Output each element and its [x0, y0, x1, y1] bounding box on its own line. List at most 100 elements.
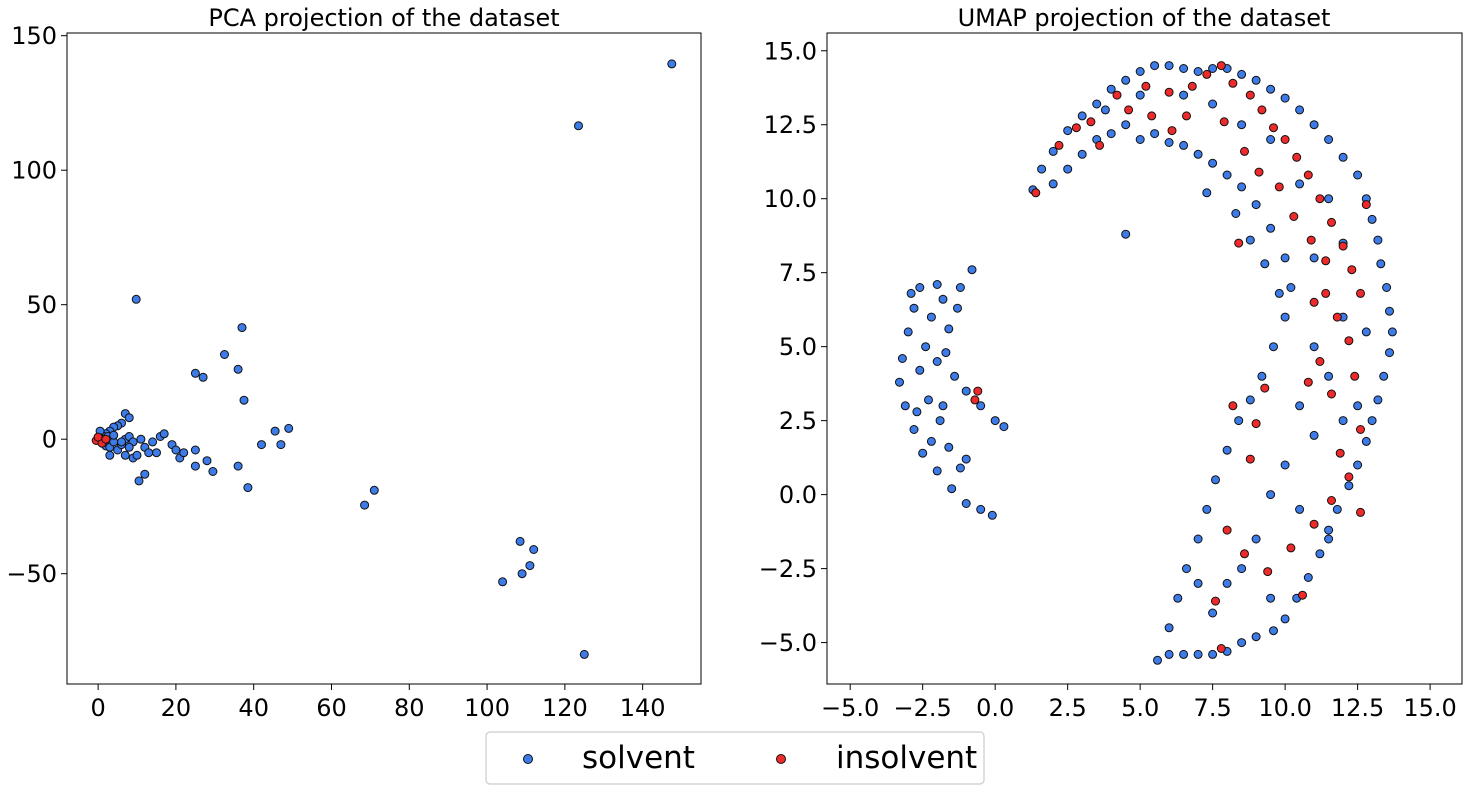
umap-point-insolvent-32 — [1335, 448, 1345, 458]
umap-point-insolvent-11 — [1245, 90, 1255, 100]
umap-point-solvent-138 — [1208, 608, 1218, 618]
umap-point-solvent-64 — [1373, 235, 1383, 245]
umap-point-solvent-110 — [1193, 149, 1203, 159]
umap-point-solvent-6 — [897, 354, 907, 363]
umap-point-solvent-39 — [1037, 164, 1047, 174]
umap-point-solvent-70 — [1379, 371, 1389, 381]
umap-point-solvent-154 — [1121, 229, 1131, 239]
umap-point-insolvent-14 — [1280, 135, 1290, 144]
legend-label-solvent: solvent — [582, 740, 695, 776]
umap-point-solvent-76 — [1332, 504, 1342, 514]
umap-point-solvent-101 — [1269, 342, 1278, 352]
umap-point-solvent-105 — [1266, 223, 1276, 233]
umap-point-insolvent-45 — [1216, 644, 1226, 653]
umap-point-insolvent-19 — [1338, 241, 1348, 251]
umap-y-axis: −5.0 −2.5 0.0 2.5 5.0 7.5 10.0 12.5 15.0 — [759, 37, 827, 657]
umap-point-solvent-87 — [1193, 649, 1203, 659]
umap-point-solvent-137 — [1266, 593, 1276, 603]
pca-point-solvent-17 — [360, 500, 370, 510]
umap-point-insolvent-34 — [1327, 496, 1336, 505]
pca-xtick-label-0: 0 — [90, 694, 105, 722]
umap-point-solvent-65 — [1376, 259, 1386, 269]
umap-point-insolvent-5 — [1141, 81, 1151, 91]
umap-point-solvent-24 — [926, 312, 936, 322]
pca-point-solvent-12 — [276, 440, 286, 450]
pca-point-solvent-11 — [257, 440, 266, 450]
pca-xtick-label-6: 120 — [542, 694, 588, 722]
umap-point-solvent-50 — [1193, 67, 1203, 76]
umap-point-insolvent-40 — [1245, 454, 1255, 464]
umap-point-solvent-57 — [1295, 105, 1305, 115]
umap-point-solvent-40 — [1048, 146, 1058, 156]
umap-point-solvent-84 — [1237, 638, 1247, 648]
umap-point-solvent-35 — [961, 454, 971, 464]
umap-point-insolvent-26 — [1344, 336, 1354, 346]
pca-point-solvent-20 — [525, 561, 535, 571]
umap-point-solvent-34 — [912, 407, 922, 417]
umap-point-solvent-104 — [1280, 253, 1290, 263]
umap-point-solvent-0 — [967, 265, 977, 275]
umap-point-insolvent-53 — [1289, 212, 1299, 221]
umap-point-insolvent-50 — [1240, 146, 1249, 156]
umap-point-solvent-71 — [1373, 395, 1383, 405]
umap-point-solvent-149 — [1266, 135, 1276, 144]
umap-point-solvent-118 — [1077, 149, 1087, 159]
umap-point-solvent-75 — [1344, 481, 1354, 491]
umap-point-insolvent-41 — [1251, 419, 1261, 429]
umap-point-solvent-49 — [1179, 64, 1189, 73]
umap-point-solvent-68 — [1387, 327, 1397, 337]
umap-point-solvent-16 — [953, 303, 962, 313]
umap-xtick-label-5: 7.5 — [1194, 694, 1232, 722]
umap-point-solvent-89 — [1164, 649, 1174, 659]
umap-point-insolvent-42 — [1260, 383, 1270, 393]
umap-point-solvent-8 — [900, 401, 910, 411]
umap-point-solvent-99 — [1245, 395, 1255, 405]
pca-point-insolvent-5 — [101, 434, 111, 444]
pca-point-solvent-56 — [190, 445, 200, 455]
umap-point-solvent-56 — [1280, 93, 1290, 103]
pca-point-solvent-18 — [515, 536, 525, 546]
umap-point-insolvent-9 — [1216, 61, 1226, 71]
umap-point-solvent-53 — [1237, 69, 1247, 79]
umap-point-solvent-116 — [1106, 129, 1116, 139]
pca-xtick-label-7: 140 — [620, 694, 666, 722]
umap-point-solvent-74 — [1353, 460, 1363, 470]
umap-point-solvent-153 — [1100, 105, 1110, 115]
umap-point-solvent-4 — [909, 303, 919, 313]
umap-point-insolvent-61 — [973, 386, 983, 396]
umap-point-solvent-119 — [1063, 164, 1073, 174]
umap-point-solvent-132 — [1266, 490, 1276, 500]
umap-point-solvent-43 — [1092, 99, 1102, 109]
umap-ytick-label-6: 10.0 — [764, 185, 817, 213]
umap-point-insolvent-6 — [1164, 87, 1174, 97]
umap-point-solvent-107 — [1237, 182, 1247, 192]
umap-point-solvent-25 — [921, 342, 931, 352]
umap-point-solvent-127 — [1324, 371, 1334, 381]
umap-point-solvent-33 — [938, 401, 948, 411]
umap-point-solvent-77 — [1324, 525, 1334, 535]
umap-point-solvent-136 — [1222, 578, 1232, 588]
umap-xtick-label-6: 10.0 — [1258, 694, 1311, 722]
umap-point-solvent-129 — [1309, 430, 1319, 440]
umap-point-insolvent-44 — [1211, 596, 1220, 606]
umap-point-solvent-124 — [1260, 259, 1270, 269]
umap-point-solvent-90 — [1153, 655, 1162, 665]
umap-point-solvent-48 — [1164, 61, 1174, 71]
umap-point-solvent-123 — [1245, 235, 1255, 245]
umap-point-solvent-111 — [1179, 140, 1189, 150]
umap-point-solvent-66 — [1382, 283, 1392, 292]
pca-point-solvent-55 — [190, 461, 200, 471]
umap-point-solvent-9 — [909, 425, 919, 434]
umap-point-solvent-141 — [1353, 401, 1363, 411]
pca-point-solvent-52 — [171, 445, 181, 455]
pca-point-solvent-13 — [233, 461, 243, 471]
pca-point-solvent-57 — [202, 456, 212, 466]
umap-point-insolvent-25 — [1332, 312, 1342, 322]
pca-ytick-label-2: 50 — [26, 291, 57, 319]
pca-title: PCA projection of the dataset — [208, 4, 559, 32]
umap-point-insolvent-55 — [1321, 256, 1331, 266]
umap-point-insolvent-36 — [1286, 543, 1296, 553]
umap-point-insolvent-24 — [1321, 288, 1331, 298]
umap-ytick-label-4: 5.0 — [779, 333, 817, 361]
umap-point-solvent-151 — [1208, 99, 1218, 109]
